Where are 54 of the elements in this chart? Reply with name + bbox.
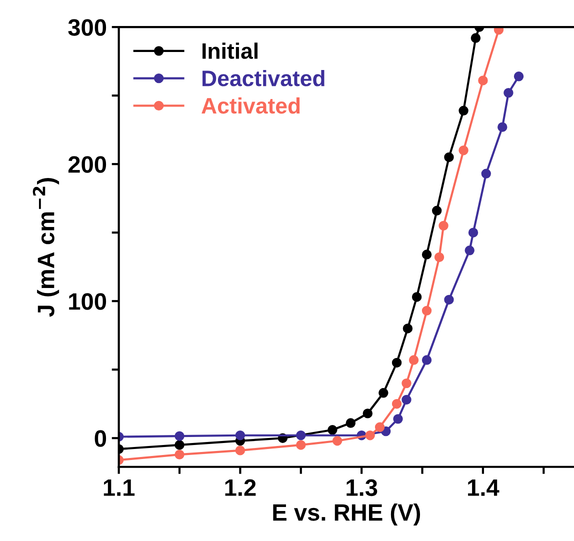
x-tick-label: 1.2 bbox=[225, 479, 256, 496]
point bbox=[174, 450, 184, 460]
y-tick-label: 200 bbox=[68, 156, 106, 173]
point bbox=[422, 250, 432, 260]
point bbox=[362, 408, 373, 418]
point bbox=[328, 425, 338, 435]
point bbox=[174, 440, 184, 450]
point bbox=[464, 246, 474, 256]
point bbox=[498, 122, 508, 132]
legend-label: Deactivated bbox=[202, 70, 324, 86]
point bbox=[296, 440, 306, 450]
point bbox=[468, 228, 478, 238]
point bbox=[332, 436, 342, 446]
point bbox=[470, 33, 481, 43]
point bbox=[478, 76, 488, 86]
point bbox=[422, 355, 432, 365]
point bbox=[235, 430, 246, 440]
point bbox=[402, 394, 412, 405]
point bbox=[504, 88, 514, 98]
point bbox=[422, 306, 432, 316]
point bbox=[444, 152, 454, 162]
point bbox=[408, 355, 419, 365]
y-tick-label: 0 bbox=[94, 430, 106, 447]
point bbox=[438, 220, 448, 231]
point bbox=[514, 72, 524, 82]
point bbox=[365, 430, 375, 440]
point bbox=[434, 252, 444, 262]
y-tick-label: 100 bbox=[69, 293, 106, 310]
point bbox=[481, 168, 491, 179]
point bbox=[374, 422, 385, 432]
point bbox=[402, 324, 413, 334]
y-tick-label: 300 bbox=[68, 19, 106, 36]
point bbox=[392, 398, 402, 409]
point bbox=[346, 418, 356, 428]
point bbox=[393, 414, 403, 424]
legend-label: Activated bbox=[202, 97, 300, 114]
x-tick-label: 1.4 bbox=[468, 480, 500, 496]
y-axis-title: J (mA cm$^{−2}$) bbox=[32, 178, 60, 317]
point bbox=[402, 378, 412, 388]
legend-label: Initial bbox=[202, 42, 258, 59]
x-axis-title: E vs. RHE (V) bbox=[273, 503, 420, 526]
point bbox=[432, 206, 442, 216]
point bbox=[235, 446, 246, 456]
point bbox=[444, 294, 454, 305]
point bbox=[412, 292, 422, 302]
x-tick-label: 1.3 bbox=[346, 479, 378, 496]
point bbox=[392, 358, 402, 368]
point bbox=[494, 27, 504, 35]
x-tick-label: 1.1 bbox=[104, 480, 135, 496]
point bbox=[458, 106, 468, 116]
point bbox=[458, 146, 468, 156]
point bbox=[296, 430, 306, 440]
point bbox=[174, 431, 184, 441]
point bbox=[378, 388, 388, 398]
